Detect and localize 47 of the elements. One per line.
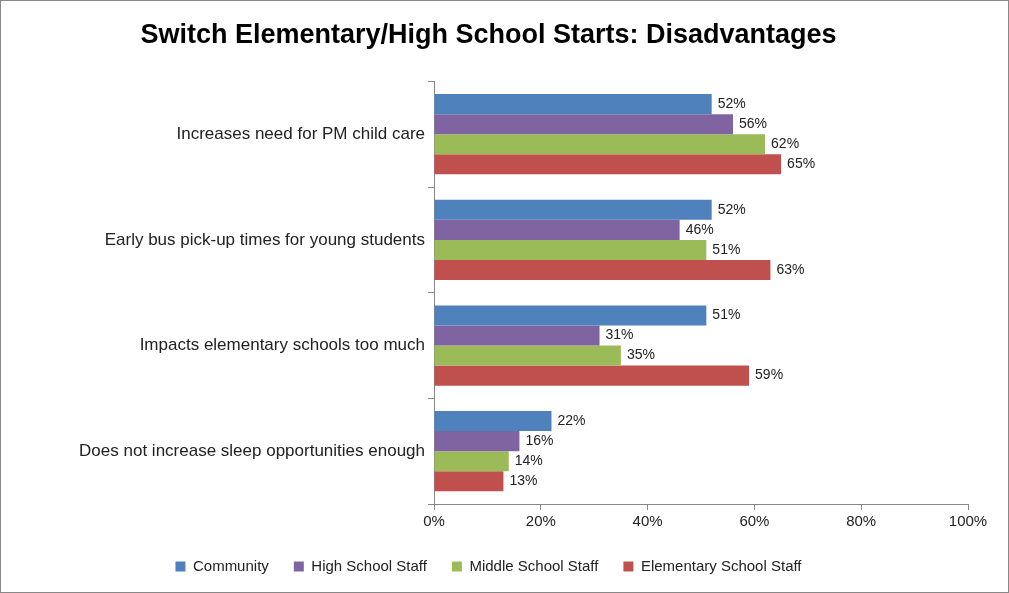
- data-label: 56%: [739, 115, 768, 132]
- bar: [434, 259, 771, 281]
- bar: [434, 305, 707, 326]
- y-tick-label: Increases need for PM child care: [176, 123, 425, 143]
- bar: [434, 431, 520, 452]
- legend-label: High School Staff: [311, 556, 428, 574]
- bar: [434, 471, 504, 492]
- data-label: 31%: [605, 326, 634, 343]
- x-tick-label: 40%: [632, 512, 663, 530]
- data-label: 63%: [776, 260, 805, 277]
- legend-label: Middle School Staff: [469, 556, 600, 574]
- y-tick-label: Does not increase sleep opportunities enough: [79, 440, 425, 460]
- bar: [434, 154, 782, 175]
- legend-label: Community: [192, 556, 270, 574]
- y-tick-label: Early bus pick-up times for young students: [104, 229, 425, 249]
- data-label: 51%: [712, 306, 741, 323]
- bar: [434, 114, 734, 135]
- x-tick-label: 20%: [525, 512, 556, 530]
- bar: [434, 411, 552, 432]
- data-label: 51%: [712, 240, 741, 257]
- bar: [434, 239, 707, 260]
- data-label: 65%: [787, 155, 816, 172]
- data-label: 59%: [755, 366, 784, 383]
- bar: [434, 325, 600, 346]
- bar: [434, 219, 680, 240]
- data-label: 52%: [717, 200, 746, 217]
- data-label: 22%: [557, 411, 586, 428]
- data-label: 14%: [514, 452, 543, 469]
- bar: [434, 134, 766, 155]
- bar: [434, 365, 750, 386]
- chart-title: Switch Elementary/High School Starts: Disadvantages: [140, 18, 837, 49]
- x-tick-label: 80%: [846, 512, 877, 530]
- data-label: 62%: [771, 135, 800, 152]
- data-label: 52%: [717, 94, 746, 111]
- data-label: 16%: [525, 432, 554, 448]
- x-tick-label: 0%: [423, 512, 445, 530]
- data-label: 46%: [685, 220, 714, 237]
- x-tick-label: 60%: [739, 512, 770, 530]
- data-label: 35%: [626, 346, 655, 363]
- bar: [434, 199, 712, 220]
- bar: [434, 94, 712, 115]
- bar: [434, 451, 509, 472]
- data-label: 13%: [509, 472, 538, 489]
- y-tick-label: Impacts elementary schools too much: [139, 335, 425, 355]
- x-tick-label: 100%: [948, 512, 988, 530]
- legend-label: Elementary School Staff: [640, 556, 803, 574]
- bar: [434, 345, 621, 366]
